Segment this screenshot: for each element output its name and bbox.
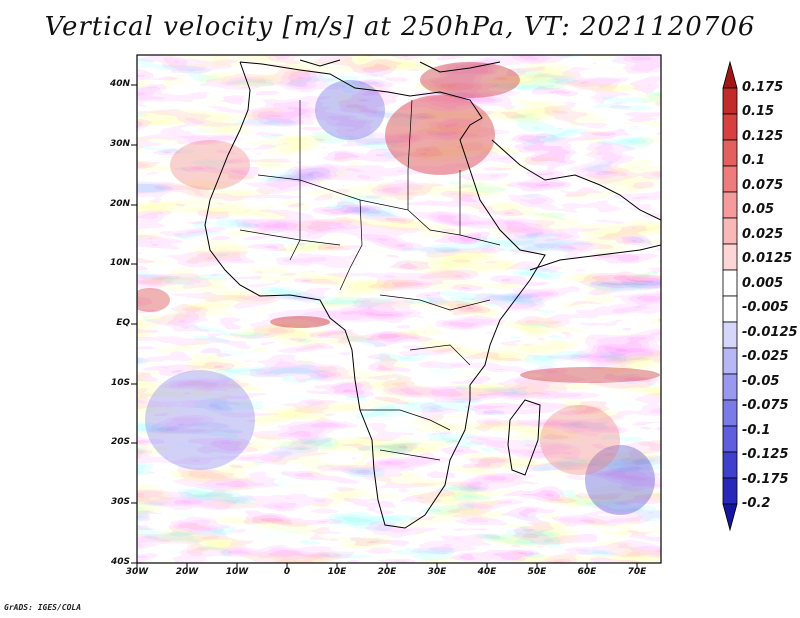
colorbar-arrow-bottom (722, 503, 738, 532)
colorbar-label: -0.025 (742, 349, 789, 365)
colorbar-swatch (722, 399, 738, 427)
colorbar-swatch (722, 165, 738, 193)
colorbar-label: 0.1 (742, 153, 766, 169)
colorbar-swatch (722, 347, 738, 375)
colorbar-label: -0.2 (742, 496, 771, 511)
colorbar-swatch (722, 321, 738, 349)
colorbar-label: 0.075 (742, 177, 784, 193)
colorbar-swatch (722, 451, 738, 479)
lon-label: 40E (477, 567, 497, 577)
lon-label: 10W (225, 567, 249, 577)
lon-label: 20W (175, 567, 199, 577)
lat-label: 40N (109, 79, 130, 89)
country-borders (239, 99, 501, 461)
lat-label: 30S (110, 497, 130, 507)
colorbar-label: -0.075 (742, 398, 789, 414)
colorbar-swatch (722, 477, 738, 505)
lat-label: 10N (109, 258, 130, 268)
lat-label: 20S (110, 437, 130, 447)
lat-label: 10S (110, 378, 130, 388)
colorbar-label: 0.15 (742, 104, 775, 120)
lon-label: 10E (327, 567, 347, 577)
colorbar-swatch (722, 373, 738, 401)
colorbar-arrow-top (722, 60, 738, 89)
colorbar-label: -0.05 (742, 373, 780, 389)
map-frame (136, 54, 662, 564)
colorbar-label: -0.175 (742, 471, 789, 487)
colorbar-swatch (722, 113, 738, 141)
colorbar-swatch (722, 269, 738, 297)
lon-label: 60E (577, 567, 597, 577)
colorbar-swatch (722, 217, 738, 245)
plot-title: Vertical velocity [m/s] at 250hPa, VT: 2… (44, 12, 756, 42)
colorbar-swatch (722, 425, 738, 453)
credit-text: GrADS: IGES/COLA (4, 603, 82, 612)
colorbar-label: 0.05 (742, 202, 775, 218)
colorbar-label: -0.125 (742, 447, 789, 463)
lat-label: 20N (109, 199, 130, 209)
colorbar-label: 0.025 (742, 226, 784, 242)
lon-label: 30E (427, 567, 447, 577)
axis-ticks (131, 84, 638, 569)
colorbar-swatch (722, 87, 738, 115)
colorbar-label: 0.0125 (742, 251, 793, 267)
lat-label: 40S (110, 557, 130, 567)
velocity-field (137, 55, 661, 563)
colorbar-swatch (722, 295, 738, 323)
lon-label: 30W (125, 567, 149, 577)
colorbar-swatch (722, 191, 738, 219)
lon-label: 0 (283, 567, 291, 577)
colorbar-label: 0.175 (742, 80, 784, 95)
colorbar-label: -0.1 (742, 422, 771, 438)
colorbar-label: -0.0125 (742, 324, 798, 340)
colorbar-label: -0.005 (742, 300, 789, 316)
lon-label: 20E (377, 567, 397, 577)
lat-label: 30N (109, 139, 130, 149)
lat-label: EQ (116, 318, 130, 328)
colorbar-label: 0.125 (742, 128, 784, 144)
colorbar-swatch (722, 243, 738, 271)
lon-label: 50E (527, 567, 547, 577)
colorbar (722, 60, 738, 532)
colorbar-swatch (722, 139, 738, 167)
colorbar-label: 0.005 (742, 275, 784, 291)
coastlines (204, 59, 661, 529)
lon-label: 70E (627, 567, 647, 577)
